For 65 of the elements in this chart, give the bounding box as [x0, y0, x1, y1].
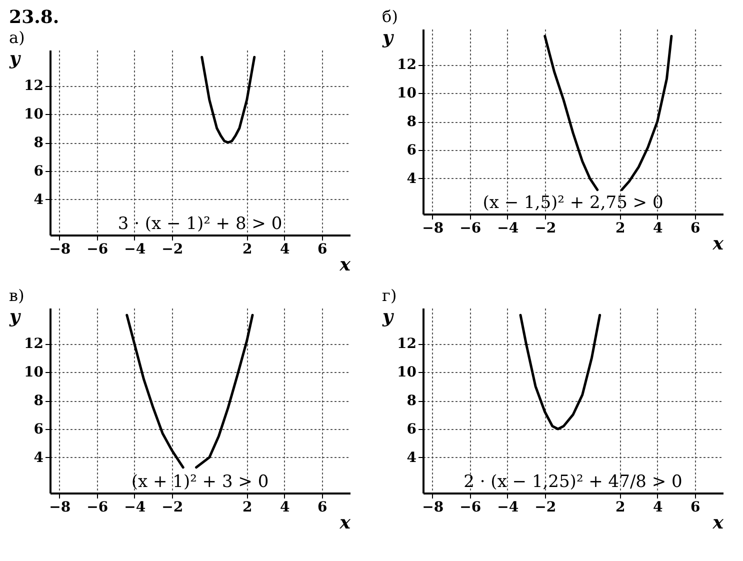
y-axis-title: y: [382, 28, 395, 48]
chart-title: 23.8.: [9, 7, 60, 28]
x-tick-label: 2: [616, 220, 626, 236]
x-tick-label: −6: [86, 242, 108, 258]
y-tick-label: 10: [24, 106, 44, 123]
x-tick-label: −8: [422, 500, 444, 516]
x-tick-label: −4: [124, 500, 146, 516]
y-tick-label: 8: [406, 114, 416, 130]
x-tick-label: 4: [653, 500, 663, 516]
x-axis-title: x: [712, 234, 724, 254]
x-tick-label: 6: [318, 242, 328, 258]
x-tick-label: 2: [242, 242, 252, 258]
x-tick-label: 2: [242, 500, 252, 516]
chart-subtitle: б): [382, 7, 398, 26]
x-axis-title: x: [338, 512, 351, 534]
y-tick-label: 12: [397, 336, 416, 352]
x-tick-label: −2: [162, 500, 184, 516]
x-tick-label: −2: [534, 500, 556, 516]
y-tick-label: 4: [406, 170, 417, 187]
y-tick-label: 12: [24, 78, 44, 94]
y-tick-label: 4: [34, 450, 44, 466]
x-tick-label: 4: [280, 242, 290, 258]
chart-subtitle: г): [382, 286, 397, 305]
y-tick-label: 6: [406, 421, 416, 438]
x-axis-title: x: [338, 254, 351, 276]
x-tick-label: −8: [49, 242, 71, 258]
x-tick-label: −6: [86, 500, 108, 516]
annotation: (x + 1)² + 3 > 0: [131, 472, 269, 492]
x-tick-label: −8: [422, 220, 444, 236]
y-tick-label: 10: [24, 364, 44, 381]
x-tick-label: −2: [534, 220, 556, 236]
y-axis-title: y: [382, 306, 395, 328]
y-tick-label: 6: [406, 142, 416, 158]
x-tick-label: 4: [280, 500, 290, 516]
x-tick-label: −2: [162, 242, 184, 258]
y-tick-label: 8: [34, 135, 44, 151]
y-tick-label: 10: [397, 86, 417, 102]
y-tick-label: 6: [34, 163, 44, 180]
y-tick-label: 12: [397, 57, 416, 74]
x-tick-label: 6: [318, 500, 328, 516]
annotation: 2 · (x − 1,25)² + 47/8 > 0: [464, 472, 682, 492]
y-tick-label: 4: [34, 192, 44, 208]
chart-subtitle: а): [9, 28, 25, 47]
y-tick-label: 8: [34, 393, 44, 409]
x-tick-label: −8: [49, 500, 71, 516]
x-tick-label: 4: [653, 220, 663, 236]
x-tick-label: 2: [616, 500, 626, 516]
y-tick-label: 6: [34, 421, 44, 438]
line-series: [200, 56, 256, 144]
y-tick-label: 8: [406, 393, 416, 409]
line-series: [519, 314, 602, 430]
x-tick-label: −6: [460, 220, 482, 236]
x-axis-title: x: [712, 512, 724, 534]
y-axis-title: y: [8, 306, 22, 328]
x-tick-label: −6: [460, 500, 482, 516]
y-tick-label: 12: [24, 336, 44, 352]
y-tick-label: 10: [397, 364, 417, 381]
chart-subtitle: в): [9, 286, 24, 305]
x-tick-label: 6: [690, 220, 700, 236]
y-axis-title: y: [8, 48, 22, 70]
x-tick-label: −4: [497, 500, 519, 516]
x-tick-label: 6: [690, 500, 700, 516]
y-tick-label: 4: [406, 450, 417, 466]
x-tick-label: −4: [124, 242, 146, 258]
x-tick-label: −4: [497, 220, 519, 236]
